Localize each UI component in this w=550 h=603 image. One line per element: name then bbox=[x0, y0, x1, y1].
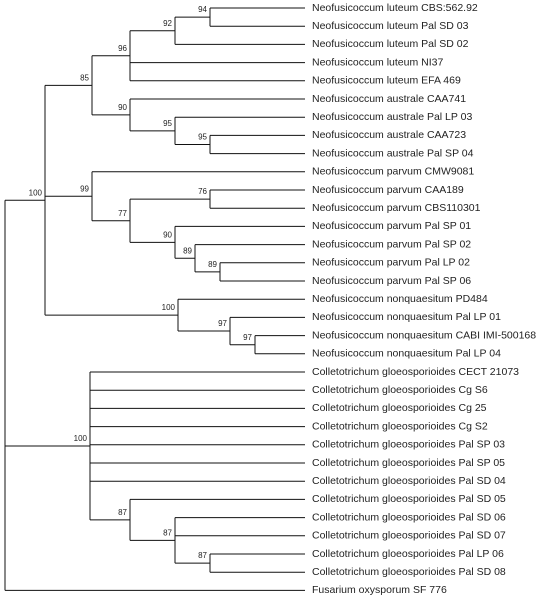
bootstrap-value: 100 bbox=[29, 188, 43, 197]
leaf-label: Neofusicoccum parvum Pal LP 02 bbox=[312, 257, 470, 269]
leaf-label: Neofusicoccum australe Pal SP 04 bbox=[312, 147, 474, 159]
leaf-label: Neofusicoccum parvum CAA189 bbox=[312, 184, 464, 196]
leaf-label: Colletotrichum gloeosporioides Pal SD 07 bbox=[312, 530, 506, 542]
leaf-label: Neofusicoccum australe CAA723 bbox=[312, 129, 466, 141]
bootstrap-value: 95 bbox=[198, 133, 207, 142]
leaf-label: Fusarium oxysporum SF 776 bbox=[312, 584, 447, 596]
bootstrap-value: 95 bbox=[163, 119, 172, 128]
bootstrap-value: 90 bbox=[163, 230, 172, 239]
leaf-label: Colletotrichum gloeosporioides CECT 2107… bbox=[312, 366, 519, 378]
bootstrap-value: 100 bbox=[162, 303, 176, 312]
leaf-label: Colletotrichum gloeosporioides Pal SP 05 bbox=[312, 457, 505, 469]
leaf-label: Neofusicoccum parvum Pal SP 01 bbox=[312, 220, 471, 232]
leaf-label: Neofusicoccum australe CAA741 bbox=[312, 93, 466, 105]
leaf-label: Neofusicoccum luteum CBS:562.92 bbox=[312, 2, 478, 14]
leaf-label: Colletotrichum gloeosporioides Cg S2 bbox=[312, 420, 488, 432]
leaf-label: Colletotrichum gloeosporioides Cg 25 bbox=[312, 402, 487, 414]
leaf-label: Neofusicoccum luteum EFA 469 bbox=[312, 75, 461, 87]
leaf-label: Neofusicoccum parvum Pal SP 06 bbox=[312, 275, 471, 287]
leaf-label: Colletotrichum gloeosporioides Pal SD 06 bbox=[312, 511, 506, 523]
leaf-label: Neofusicoccum nonquaesitum Pal LP 04 bbox=[312, 348, 501, 360]
leaf-label: Neofusicoccum parvum CMW9081 bbox=[312, 166, 474, 178]
bootstrap-value: 77 bbox=[118, 209, 127, 218]
bootstrap-value: 94 bbox=[198, 5, 207, 14]
leaf-label: Colletotrichum gloeosporioides Cg S6 bbox=[312, 384, 488, 396]
leaf-label: Neofusicoccum luteum NI37 bbox=[312, 56, 443, 68]
bootstrap-value: 87 bbox=[163, 528, 172, 537]
bootstrap-value: 89 bbox=[208, 260, 217, 269]
leaf-label: Colletotrichum gloeosporioides Pal SP 03 bbox=[312, 439, 505, 451]
leaf-label: Neofusicoccum parvum CBS110301 bbox=[312, 202, 481, 214]
leaf-label: Colletotrichum gloeosporioides Pal LP 06 bbox=[312, 548, 504, 560]
bootstrap-value: 85 bbox=[80, 73, 89, 82]
leaf-label: Neofusicoccum nonquaesitum PD484 bbox=[312, 293, 488, 305]
leaf-label: Colletotrichum gloeosporioides Pal SD 04 bbox=[312, 475, 506, 487]
leaf-label: Neofusicoccum parvum Pal SP 02 bbox=[312, 238, 471, 250]
bootstrap-value: 96 bbox=[118, 44, 127, 53]
bootstrap-value: 100 bbox=[74, 434, 88, 443]
leaf-label: Neofusicoccum nonquaesitum Pal LP 01 bbox=[312, 311, 501, 323]
leaf-label: Neofusicoccum luteum Pal SD 02 bbox=[312, 38, 469, 50]
bootstrap-value: 87 bbox=[198, 551, 207, 560]
leaf-label: Neofusicoccum nonquaesitum CABI IMI-5001… bbox=[312, 329, 536, 341]
bootstrap-value: 99 bbox=[80, 184, 89, 193]
bootstrap-value: 76 bbox=[198, 187, 207, 196]
bootstrap-value: 87 bbox=[118, 508, 127, 517]
bootstrap-value: 90 bbox=[118, 103, 127, 112]
bootstrap-value: 97 bbox=[218, 319, 227, 328]
leaf-label: Neofusicoccum luteum Pal SD 03 bbox=[312, 20, 469, 32]
leaf-label: Colletotrichum gloeosporioides Pal SD 05 bbox=[312, 493, 506, 505]
bootstrap-value: 92 bbox=[163, 19, 172, 28]
leaf-label: Colletotrichum gloeosporioides Pal SD 08 bbox=[312, 566, 506, 578]
bootstrap-value: 89 bbox=[183, 246, 192, 255]
leaf-label: Neofusicoccum australe Pal LP 03 bbox=[312, 111, 472, 123]
bootstrap-value: 97 bbox=[243, 333, 252, 342]
